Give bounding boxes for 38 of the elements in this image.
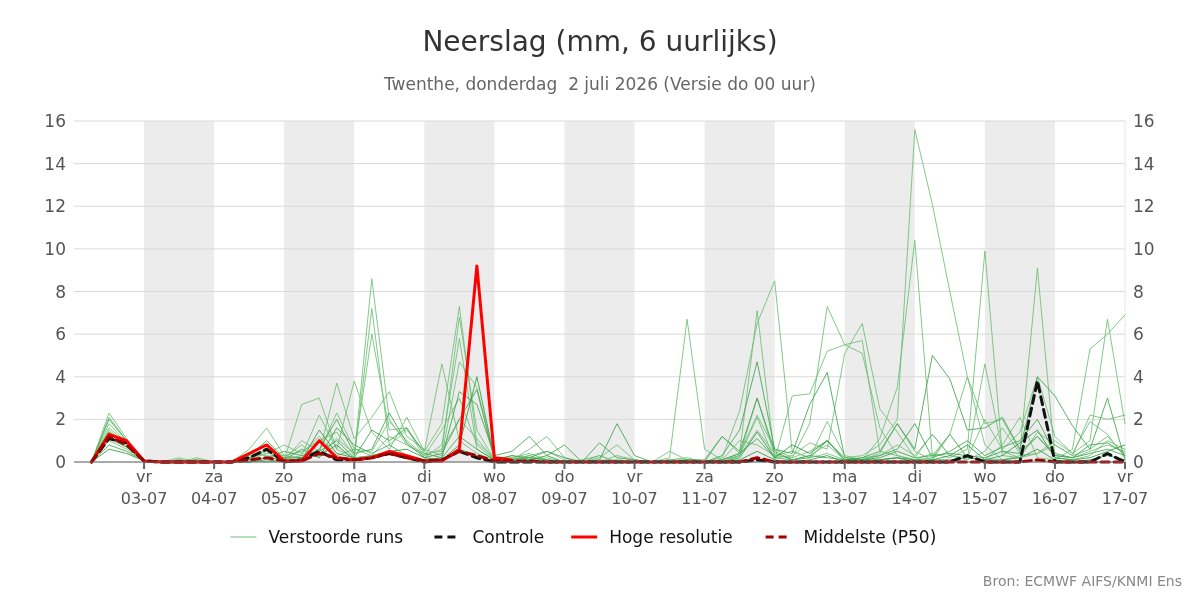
y-tick-label: 6: [55, 324, 66, 345]
y2-tick-label: 16: [1133, 111, 1155, 131]
x-tick-label: zo 05-07: [260, 467, 308, 508]
y-tick-label: 14: [44, 153, 66, 174]
y-tick-label: 10: [44, 238, 66, 259]
y-tick-label: 12: [44, 196, 66, 217]
y2-tick-label: 10: [1133, 238, 1155, 259]
x-tick-label: di 07-07: [401, 467, 448, 508]
x-tick-label: vr 10-07: [611, 467, 658, 508]
x-tick-label: wo 15-07: [961, 467, 1009, 508]
x-tick-label: ma 06-07: [331, 467, 378, 508]
chart-subtitle: Twenthe, donderdag 2 juli 2026 (Versie do 00 uur): [383, 74, 816, 94]
y-tick-label: 2: [55, 409, 66, 430]
y-tick-label: 4: [55, 366, 66, 387]
x-tick-label: za 11-07: [681, 467, 728, 508]
y2-tick-label: 4: [1133, 366, 1144, 387]
legend-label: Verstoorde runs: [268, 527, 404, 547]
x-tick-label: do 16-07: [1031, 467, 1079, 508]
x-tick-label: wo 08-07: [471, 467, 518, 508]
x-tick-label: ma 13-07: [821, 467, 868, 508]
y2-tick-label: 8: [1133, 281, 1144, 302]
legend-label: Hoge resolutie: [609, 527, 733, 547]
y-tick-label: 0: [55, 452, 66, 472]
chart-title: Neerslag (mm, 6 uurlijks): [422, 25, 778, 58]
text: Bron: ECMWF AIFS/KNMI Ens: [982, 573, 1182, 589]
y2-tick-label: 2: [1133, 409, 1144, 430]
x-tick-label: do 09-07: [541, 467, 588, 508]
x-tick-label: za 04-07: [190, 467, 238, 508]
y2-tick-label: 6: [1133, 324, 1144, 345]
legend-label: Controle: [472, 527, 545, 547]
x-tick-label: di 14-07: [891, 467, 939, 508]
y2-tick-label: 14: [1133, 153, 1155, 174]
y-tick-label: 8: [55, 281, 66, 302]
legend-label: Middelste (P50): [803, 527, 937, 547]
x-tick-label: zo 12-07: [751, 467, 798, 508]
y2-tick-label: 12: [1133, 196, 1155, 217]
x-tick-label: vr 03-07: [120, 467, 168, 508]
y-tick-label: 16: [44, 111, 66, 131]
